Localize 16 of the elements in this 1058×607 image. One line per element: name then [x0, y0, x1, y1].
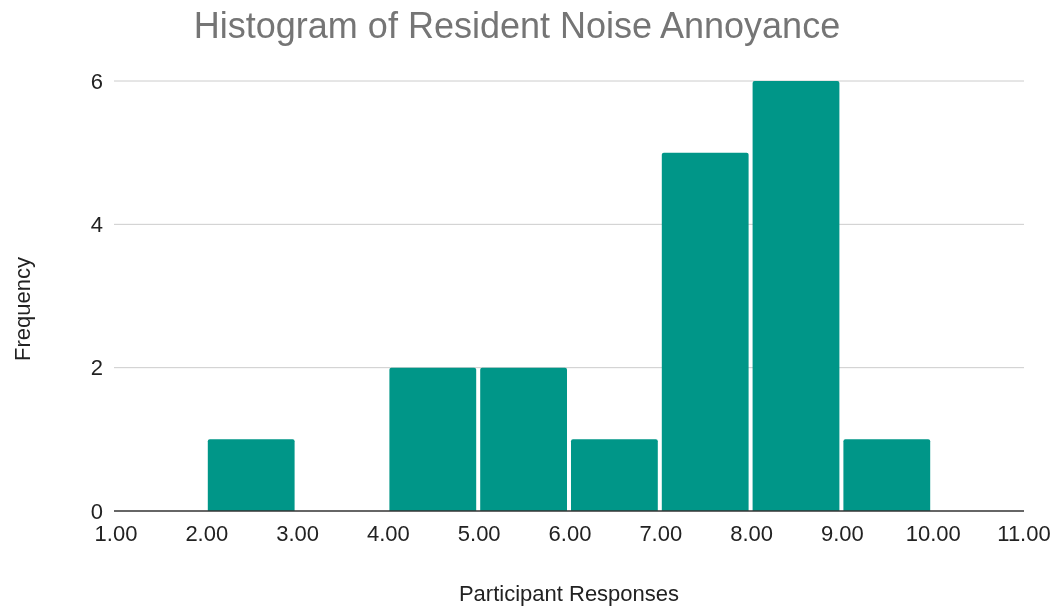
y-tick-label: 6	[90, 68, 103, 94]
x-tick-label: 6.00	[548, 520, 592, 546]
y-tick-label: 2	[90, 355, 103, 381]
x-axis-title: Participant Responses	[458, 580, 680, 606]
x-tick-label: 8.00	[730, 520, 774, 546]
x-tick-label: 7.00	[639, 520, 683, 546]
y-tick-label: 4	[90, 212, 103, 238]
y-axis-title: Frequency	[9, 257, 35, 361]
x-tick-label: 4.00	[366, 520, 410, 546]
x-tick-label: 5.00	[457, 520, 501, 546]
x-tick-label: 2.00	[185, 520, 229, 546]
x-tick-label: 3.00	[276, 520, 320, 546]
x-tick-label: 11.00	[997, 520, 1051, 546]
x-tick-label: 9.00	[820, 520, 864, 546]
chart-title: Histogram of Resident Noise Annoyance	[193, 5, 841, 46]
x-tick-label: 10.00	[905, 520, 961, 546]
